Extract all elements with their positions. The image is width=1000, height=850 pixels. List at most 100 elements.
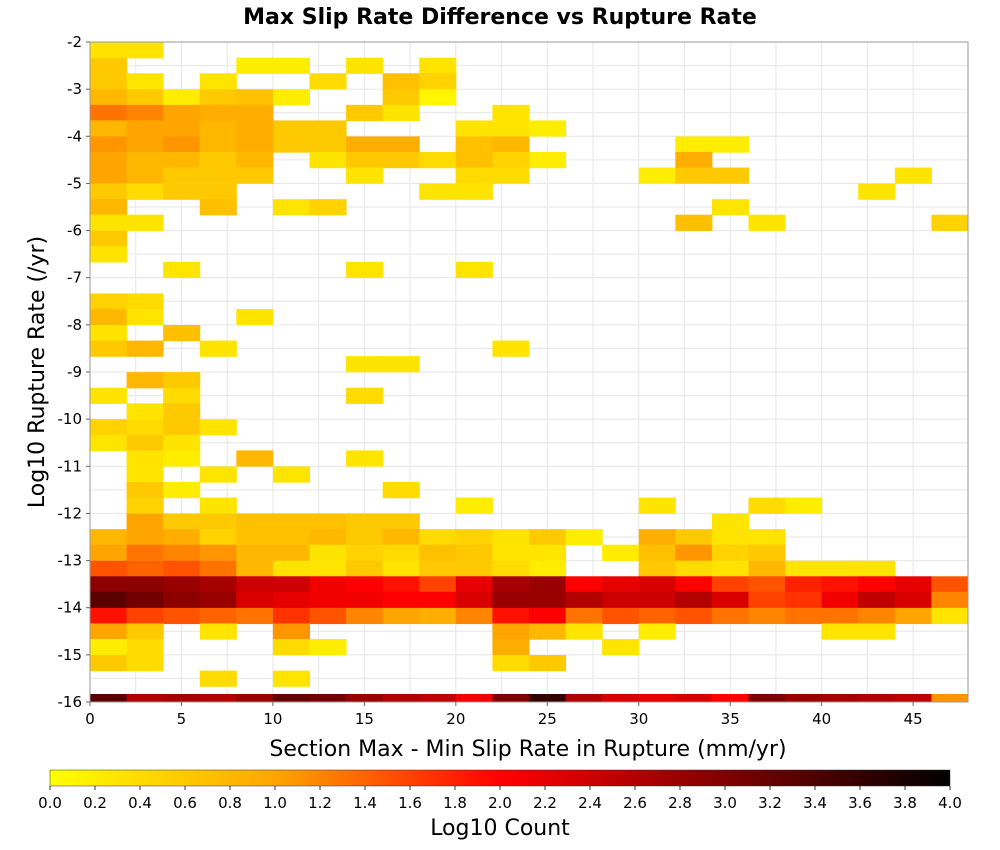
heatmap-cell <box>90 591 128 609</box>
colorbar-tick-label: 1.2 <box>308 794 332 812</box>
heatmap-cell <box>419 560 457 577</box>
heatmap-cell <box>90 340 128 357</box>
colorbar-ticks: 0.0 0.2 0.4 0.6 0.8 1.0 1.2 1.4 1.6 1.8 2.0 2.2 2.4 2… <box>38 786 962 812</box>
heatmap-cell <box>199 152 237 169</box>
heatmap-cell <box>675 529 713 546</box>
heatmap-cell <box>346 152 384 169</box>
heatmap-cell <box>90 434 128 452</box>
heatmap-cell <box>236 104 274 122</box>
heatmap-cell <box>711 544 749 561</box>
heatmap-cell <box>675 152 713 169</box>
heatmap-cell <box>675 167 713 184</box>
heatmap-cell <box>638 607 676 625</box>
heatmap-cell <box>199 199 237 216</box>
heatmap-cell <box>126 120 164 137</box>
heatmap-cell <box>529 591 567 609</box>
colorbar-tick-label: 3.2 <box>758 794 782 812</box>
heatmap-cell <box>565 529 603 546</box>
heatmap-cell <box>529 655 567 672</box>
heatmap-cell <box>272 89 310 106</box>
y-tick-label: -10 <box>58 410 83 428</box>
heatmap-cell <box>529 576 567 593</box>
heatmap-cell <box>163 183 201 200</box>
heatmap-cell <box>163 576 201 593</box>
heatmap-cell <box>199 576 237 593</box>
heatmap-cell <box>126 623 164 640</box>
heatmap-cell <box>163 450 201 467</box>
heatmap-cell <box>602 638 640 656</box>
y-tick-label: -14 <box>58 599 83 617</box>
heatmap-cell <box>455 560 493 577</box>
heatmap-cell <box>419 89 457 106</box>
heatmap-cell <box>199 167 237 184</box>
heatmap-cell <box>346 136 384 153</box>
heatmap-cell <box>602 544 640 561</box>
heatmap-cell <box>236 607 274 625</box>
x-tick-label: 10 <box>263 710 282 728</box>
heatmap-cell <box>492 623 530 640</box>
heatmap-cell <box>90 702 127 718</box>
heatmap-cell <box>199 136 237 153</box>
colorbar-tick-label: 3.4 <box>803 794 827 812</box>
heatmap-cell <box>90 544 128 561</box>
heatmap-cell <box>748 576 786 593</box>
heatmap-cell <box>272 529 310 546</box>
heatmap-cell <box>346 450 384 467</box>
heatmap-cell <box>309 576 347 593</box>
heatmap-cell <box>126 694 164 702</box>
heatmap-cell <box>675 136 713 153</box>
heatmap-cell <box>126 513 164 530</box>
heatmap-cell <box>199 560 237 577</box>
heatmap-cell <box>199 544 237 561</box>
heatmap-cell <box>272 120 310 137</box>
heatmap-cell <box>492 340 530 357</box>
heatmap-cell <box>931 576 968 593</box>
colorbar-tick-label: 0.2 <box>83 794 107 812</box>
heatmap-cell <box>821 694 859 702</box>
heatmap-cell <box>711 167 749 184</box>
heatmap-cell <box>163 120 201 137</box>
colorbar-tick-label: 2.0 <box>488 794 512 812</box>
heatmap-cell <box>126 466 164 483</box>
heatmap-cell <box>565 623 603 640</box>
heatmap-cell <box>272 57 310 74</box>
heatmap-cell <box>455 152 493 169</box>
heatmap-cell <box>711 576 749 593</box>
colorbar-tick-label: 0.8 <box>218 794 242 812</box>
heatmap-cell <box>199 419 237 436</box>
heatmap-cell <box>821 576 859 593</box>
x-tick-label: 15 <box>355 710 374 728</box>
heatmap-cell <box>126 607 164 625</box>
colorbar-tick-label: 3.0 <box>713 794 737 812</box>
heatmap-cell <box>529 694 567 702</box>
y-axis-label: Log10 Rupture Rate (/yr) <box>25 236 50 508</box>
heatmap-cell <box>455 183 493 200</box>
colorbar-tick-label: 2.4 <box>578 794 602 812</box>
heatmap-cell <box>126 497 164 514</box>
heatmap-cell <box>529 607 567 625</box>
heatmap-cell <box>90 246 128 263</box>
y-tick-label: -7 <box>67 269 82 287</box>
heatmap-cell <box>272 670 310 687</box>
heatmap-cell <box>90 73 128 90</box>
heatmap-cell <box>382 576 420 593</box>
heatmap-cell <box>894 607 932 625</box>
heatmap-cell <box>894 694 932 702</box>
heatmap-cell <box>748 560 786 577</box>
heatmap-cell <box>126 576 164 593</box>
heatmap-cell <box>931 694 968 702</box>
heatmap-cell <box>126 183 164 200</box>
colorbar-label: Log10 Count <box>430 816 570 841</box>
heatmap-cell <box>748 544 786 561</box>
heatmap-cell <box>309 544 347 561</box>
heatmap-cell <box>785 497 823 514</box>
heatmap-cell <box>163 529 201 546</box>
heatmap-cell <box>126 42 164 59</box>
heatmap-cell <box>382 607 420 625</box>
heatmap-cell <box>346 694 384 702</box>
heatmap-cell <box>199 89 237 106</box>
heatmap-cell <box>894 167 932 184</box>
heatmap-cell <box>382 356 420 373</box>
heatmap-cell <box>199 513 237 530</box>
heatmap-cell <box>126 73 164 90</box>
